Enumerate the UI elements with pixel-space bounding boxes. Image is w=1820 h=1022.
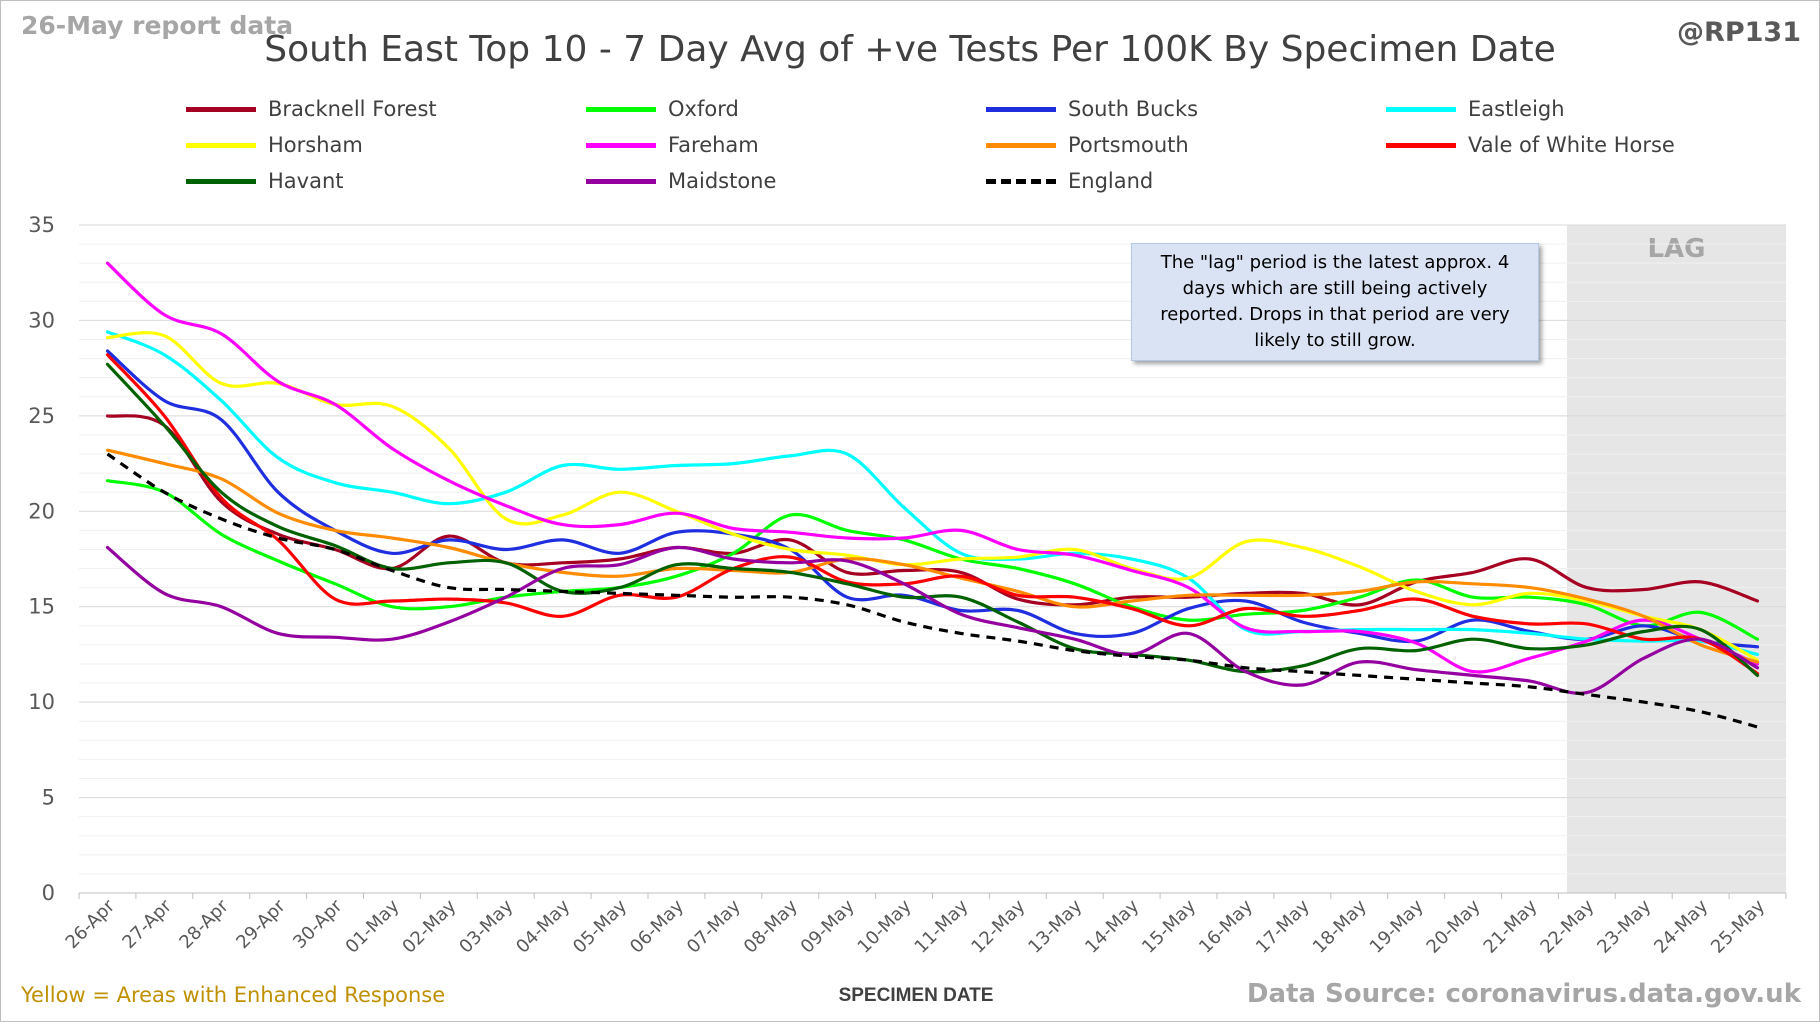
x-tick-label: 11-May — [911, 895, 973, 957]
legend-label: South Bucks — [1068, 97, 1199, 121]
y-tick-label: 5 — [42, 786, 55, 810]
x-tick-label: 01-May — [342, 895, 404, 957]
x-tick-label: 03-May — [455, 895, 517, 957]
legend-item-havant: Havant — [186, 167, 586, 195]
legend-swatch — [986, 142, 1056, 148]
legend-swatch — [1386, 106, 1456, 112]
x-tick-label: 08-May — [740, 895, 802, 957]
series-line-portsmouth — [105, 448, 1760, 664]
legend-item-maidstone: Maidstone — [586, 167, 986, 195]
x-tick-label: 20-May — [1423, 895, 1485, 957]
series-line-south-bucks — [105, 349, 1760, 649]
legend-swatch — [586, 142, 656, 148]
report-date-label: 26-May report data — [21, 11, 294, 40]
series-line-bracknell-forest — [105, 414, 1760, 607]
x-tick-label: 19-May — [1366, 895, 1428, 957]
x-tick-label: 09-May — [797, 895, 859, 957]
data-source-label: Data Source: coronavirus.data.gov.uk — [1246, 979, 1801, 1009]
x-tick-label: 14-May — [1081, 895, 1143, 957]
lag-label: LAG — [1647, 234, 1705, 264]
legend-item-bracknell-forest: Bracknell Forest — [186, 95, 586, 123]
series-line-havant — [105, 362, 1760, 677]
legend-swatch — [186, 142, 256, 148]
series-line-fareham — [105, 261, 1760, 674]
author-handle: @RP131 — [1677, 17, 1801, 48]
y-tick-label: 25 — [28, 404, 55, 428]
legend-label: Havant — [268, 169, 344, 193]
chart-title: South East Top 10 - 7 Day Avg of +ve Tes… — [264, 29, 1556, 70]
legend-swatch — [986, 178, 1056, 184]
x-tick-label: 17-May — [1252, 895, 1314, 957]
legend-label: Fareham — [668, 133, 759, 157]
x-tick-label: 28-Apr — [175, 895, 233, 953]
series-line-england — [106, 452, 1758, 729]
x-tick-label: 23-May — [1593, 895, 1655, 957]
y-tick-label: 10 — [28, 690, 55, 714]
legend-item-england: England — [986, 167, 1386, 195]
legend-item-eastleigh: Eastleigh — [1386, 95, 1786, 123]
y-tick-label: 20 — [28, 499, 55, 523]
x-tick-label: 24-May — [1650, 895, 1712, 957]
x-tick-label: 16-May — [1195, 895, 1257, 957]
y-tick-label: 15 — [28, 595, 55, 619]
legend-item-oxford: Oxford — [586, 95, 986, 123]
x-tick-label: 26-Apr — [62, 895, 120, 953]
legend-label: Portsmouth — [1068, 133, 1189, 157]
legend-swatch — [586, 106, 656, 112]
legend-swatch — [986, 106, 1056, 112]
legend-label: Eastleigh — [1468, 97, 1565, 121]
x-tick-label: 02-May — [398, 895, 460, 957]
legend-item-portsmouth: Portsmouth — [986, 131, 1386, 159]
x-tick-label: 22-May — [1536, 895, 1598, 957]
x-tick-label: 27-Apr — [118, 895, 176, 953]
x-tick-label: 30-Apr — [289, 895, 347, 953]
x-tick-label: 13-May — [1024, 895, 1086, 957]
legend-label: Bracknell Forest — [268, 97, 437, 121]
legend-label: Maidstone — [668, 169, 777, 193]
x-tick-label: 18-May — [1309, 895, 1371, 957]
legend-swatch — [586, 178, 656, 184]
x-tick-label: 29-Apr — [232, 895, 290, 953]
x-tick-label: 12-May — [967, 895, 1029, 957]
x-tick-label: 06-May — [626, 895, 688, 957]
lag-annotation-box: The "lag" period is the latest approx. 4… — [1131, 243, 1539, 361]
legend-swatch — [186, 178, 256, 184]
y-tick-label: 35 — [28, 213, 55, 237]
legend-swatch — [1386, 142, 1456, 148]
y-tick-label: 0 — [42, 881, 55, 905]
series-line-horsham — [105, 331, 1760, 662]
enhanced-response-note: Yellow = Areas with Enhanced Response — [21, 983, 446, 1007]
legend-label: Horsham — [268, 133, 363, 157]
lag-region — [1566, 225, 1786, 893]
legend-label: Vale of White Horse — [1468, 133, 1675, 157]
series-line-oxford — [105, 479, 1760, 641]
legend-label: England — [1068, 169, 1154, 193]
x-tick-label: 07-May — [683, 895, 745, 957]
x-tick-label: 05-May — [569, 895, 631, 957]
legend: Bracknell Forest Oxford South Bucks Eastlei… — [186, 95, 1675, 195]
legend-item-fareham: Fareham — [586, 131, 986, 159]
x-tick-label: 25-May — [1707, 895, 1769, 957]
series-line-maidstone — [105, 545, 1760, 695]
x-tick-label: 15-May — [1138, 895, 1200, 957]
x-axis-title: SPECIMEN DATE — [838, 985, 994, 1006]
legend-swatch — [186, 106, 256, 112]
x-tick-label: 04-May — [512, 895, 574, 957]
legend-item-horsham: Horsham — [186, 131, 586, 159]
x-tick-label: 10-May — [854, 895, 916, 957]
legend-item-vale-of-white-horse: Vale of White Horse — [1386, 131, 1786, 159]
series-line-eastleigh — [105, 330, 1760, 656]
x-tick-label: 21-May — [1480, 895, 1542, 957]
y-tick-label: 30 — [28, 308, 55, 332]
legend-label: Oxford — [668, 97, 739, 121]
legend-item-south-bucks: South Bucks — [986, 95, 1386, 123]
